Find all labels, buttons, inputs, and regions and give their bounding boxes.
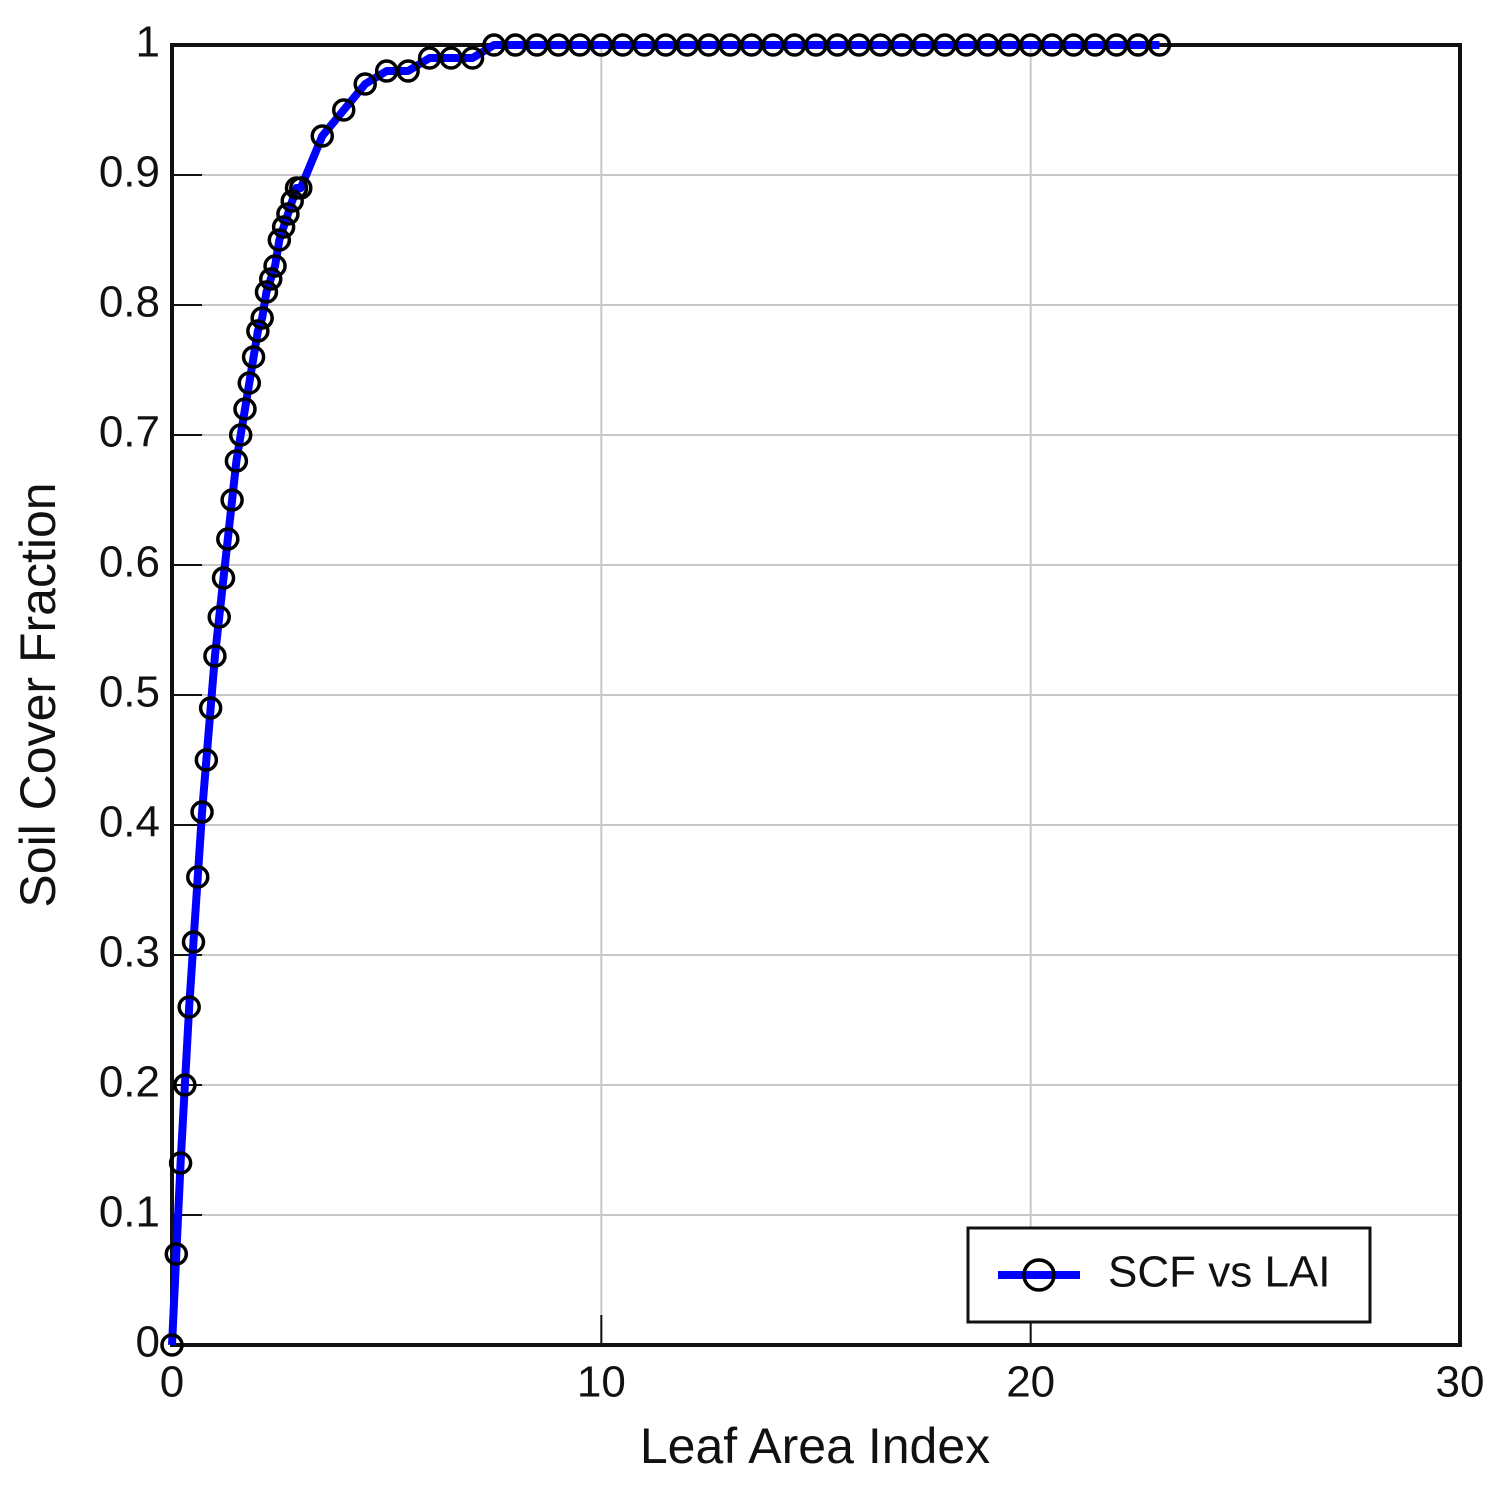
data-point	[181, 930, 206, 954]
data-point	[198, 696, 223, 720]
data-point	[168, 1151, 193, 1175]
data-point	[271, 215, 296, 239]
y-axis-label: Soil Cover Fraction	[10, 482, 66, 907]
data-point	[246, 319, 270, 343]
y-tick-label: 0.9	[99, 148, 160, 197]
data-point	[237, 371, 262, 395]
y-tick-label: 1	[136, 18, 160, 67]
data-point	[203, 644, 227, 668]
y-tick-label: 0.3	[99, 928, 160, 977]
data-point	[177, 995, 201, 1019]
y-tick-label: 0.1	[99, 1188, 160, 1237]
y-tick-label: 0.4	[99, 798, 160, 847]
data-point	[216, 527, 240, 551]
y-tick-label: 0.8	[99, 278, 160, 327]
y-tick-label: 0.6	[99, 538, 160, 587]
series-line	[168, 41, 1160, 1346]
data-point	[353, 72, 377, 96]
data-point	[224, 449, 249, 473]
x-tick-label: 0	[160, 1358, 184, 1407]
data-point	[276, 202, 300, 226]
data-point	[331, 98, 356, 122]
x-tick-label: 10	[577, 1358, 626, 1407]
y-tick-label: 0.7	[99, 408, 160, 457]
data-point	[310, 124, 335, 148]
data-point	[164, 1242, 189, 1266]
data-point	[250, 306, 274, 330]
data-point	[258, 267, 283, 291]
data-point	[190, 800, 214, 824]
y-tick-label: 0.2	[99, 1058, 160, 1107]
data-point	[160, 1333, 184, 1357]
legend-label: SCF vs LAI	[1108, 1248, 1331, 1297]
data-point	[289, 176, 313, 200]
data-point	[254, 280, 279, 304]
x-tick-label: 20	[1006, 1358, 1055, 1407]
legend-marker	[1022, 1258, 1056, 1292]
x-tick-label: 30	[1436, 1358, 1485, 1407]
data-point	[211, 566, 236, 590]
data-point	[233, 397, 257, 421]
data-point	[460, 46, 485, 70]
data-point	[194, 748, 219, 772]
data-point	[228, 423, 253, 447]
data-point	[1147, 33, 1172, 57]
data-point	[186, 865, 210, 889]
data-point	[207, 605, 231, 629]
data-point	[267, 228, 292, 252]
data-point	[396, 59, 420, 83]
x-axis-label: Leaf Area Index	[640, 1418, 990, 1474]
data-point	[173, 1073, 197, 1097]
y-tick-label: 0	[136, 1318, 160, 1367]
legend: SCF vs LAI	[966, 1226, 1372, 1324]
y-tick-label: 0.5	[99, 668, 160, 717]
data-point	[263, 254, 287, 278]
data-point	[241, 345, 266, 369]
data-point	[220, 488, 244, 512]
